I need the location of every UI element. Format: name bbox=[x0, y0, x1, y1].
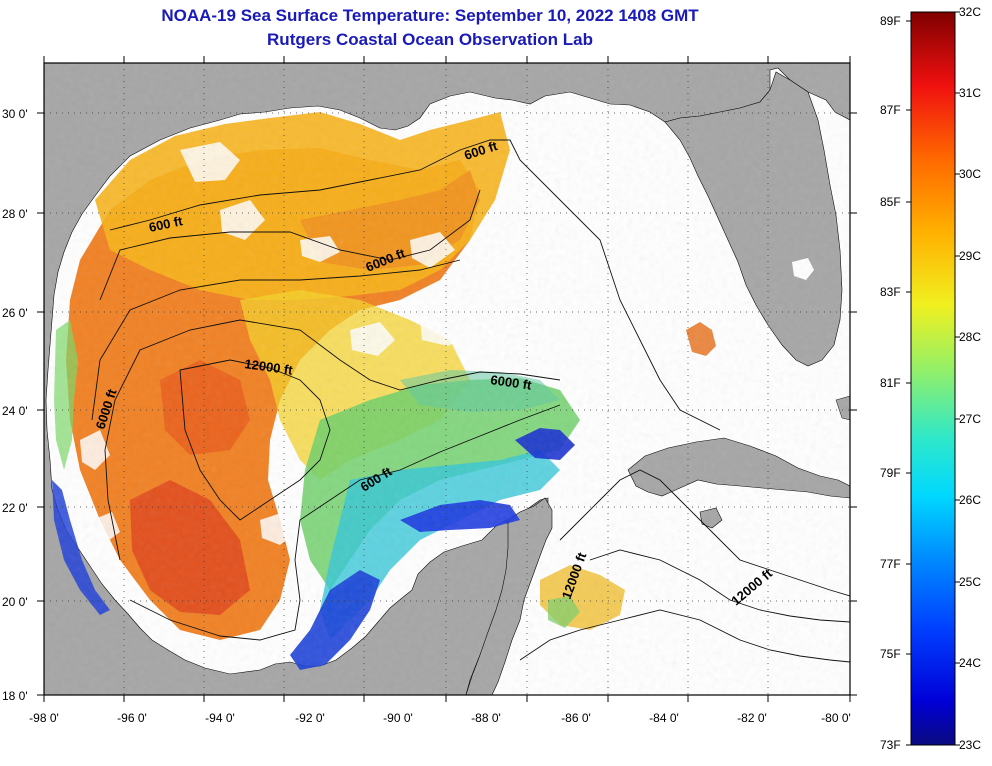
temperature-colorbar-panel: 89F 87F 85F 83F 81F 79F 77F 75F 73F 32C … bbox=[860, 0, 992, 761]
f-label-77: 77F bbox=[880, 557, 901, 571]
c-label-25: 25C bbox=[959, 575, 981, 589]
c-label-28: 28C bbox=[959, 330, 981, 344]
map-subtitle: Rutgers Coastal Ocean Observation Lab bbox=[267, 30, 593, 49]
lon-label-82: -82 0' bbox=[737, 711, 767, 725]
c-label-23: 23C bbox=[959, 738, 981, 752]
c-label-27: 27C bbox=[959, 412, 981, 426]
f-label-75: 75F bbox=[880, 647, 901, 661]
fahrenheit-scale: 89F 87F 85F 83F 81F 79F 77F 75F 73F bbox=[880, 14, 901, 752]
contour-label-12000ft-central: 12000 ft bbox=[244, 356, 295, 378]
f-label-73: 73F bbox=[880, 738, 901, 752]
lat-label-20: 20 0' bbox=[2, 595, 28, 609]
lon-label-88: -88 0' bbox=[471, 711, 501, 725]
contour-label-6000ft-east: 6000 ft bbox=[490, 372, 534, 393]
lon-label-92: -92 0' bbox=[295, 711, 325, 725]
sst-map: 600 ft 600 ft 6000 ft 12000 ft 6000 ft 6… bbox=[2, 56, 857, 725]
lat-label-22: 22 0' bbox=[2, 501, 28, 515]
f-label-81: 81F bbox=[880, 376, 901, 390]
lon-label-96: -96 0' bbox=[117, 711, 147, 725]
c-label-32: 32C bbox=[959, 5, 981, 19]
c-label-24: 24C bbox=[959, 656, 981, 670]
lat-label-24: 24 0' bbox=[2, 404, 28, 418]
lon-label-90: -90 0' bbox=[383, 711, 413, 725]
lat-label-26: 26 0' bbox=[2, 306, 28, 320]
lon-label-86: -86 0' bbox=[561, 711, 591, 725]
map-frame bbox=[43, 62, 851, 696]
f-label-87: 87F bbox=[880, 103, 901, 117]
latitude-axis: 30 0' 28 0' 26 0' 24 0' 22 0' 20 0' 18 0… bbox=[2, 107, 857, 703]
f-label-79: 79F bbox=[880, 466, 901, 480]
f-label-85: 85F bbox=[880, 195, 901, 209]
lon-label-98: -98 0' bbox=[29, 711, 59, 725]
celsius-scale: 32C 31C 30C 29C 28C 27C 26C 25C 24C 23C bbox=[959, 5, 981, 752]
lat-label-30: 30 0' bbox=[2, 107, 28, 121]
longitude-axis: -98 0' -96 0' -94 0' -92 0' -90 0' -88 0… bbox=[29, 56, 851, 725]
lon-label-80: -80 0' bbox=[821, 711, 851, 725]
colorbar-gradient bbox=[910, 11, 956, 746]
graticule bbox=[44, 63, 850, 695]
c-label-30: 30C bbox=[959, 167, 981, 181]
f-label-83: 83F bbox=[880, 285, 901, 299]
lat-label-28: 28 0' bbox=[2, 207, 28, 221]
temperature-colorbar: 89F 87F 85F 83F 81F 79F 77F 75F 73F 32C … bbox=[880, 5, 981, 752]
lat-label-18: 18 0' bbox=[2, 689, 28, 703]
contour-label-600ft-nw: 600 ft bbox=[148, 213, 185, 235]
bathymetry-contours bbox=[91, 139, 850, 663]
lon-label-84: -84 0' bbox=[649, 711, 679, 725]
c-label-26: 26C bbox=[959, 493, 981, 507]
sst-map-panel: 600 ft 600 ft 6000 ft 12000 ft 6000 ft 6… bbox=[2, 56, 857, 725]
f-label-89: 89F bbox=[880, 14, 901, 28]
lon-label-94: -94 0' bbox=[205, 711, 235, 725]
c-label-31: 31C bbox=[959, 86, 981, 100]
colorbar-ticks bbox=[906, 11, 960, 746]
map-title: NOAA-19 Sea Surface Temperature: Septemb… bbox=[161, 6, 699, 25]
c-label-29: 29C bbox=[959, 249, 981, 263]
